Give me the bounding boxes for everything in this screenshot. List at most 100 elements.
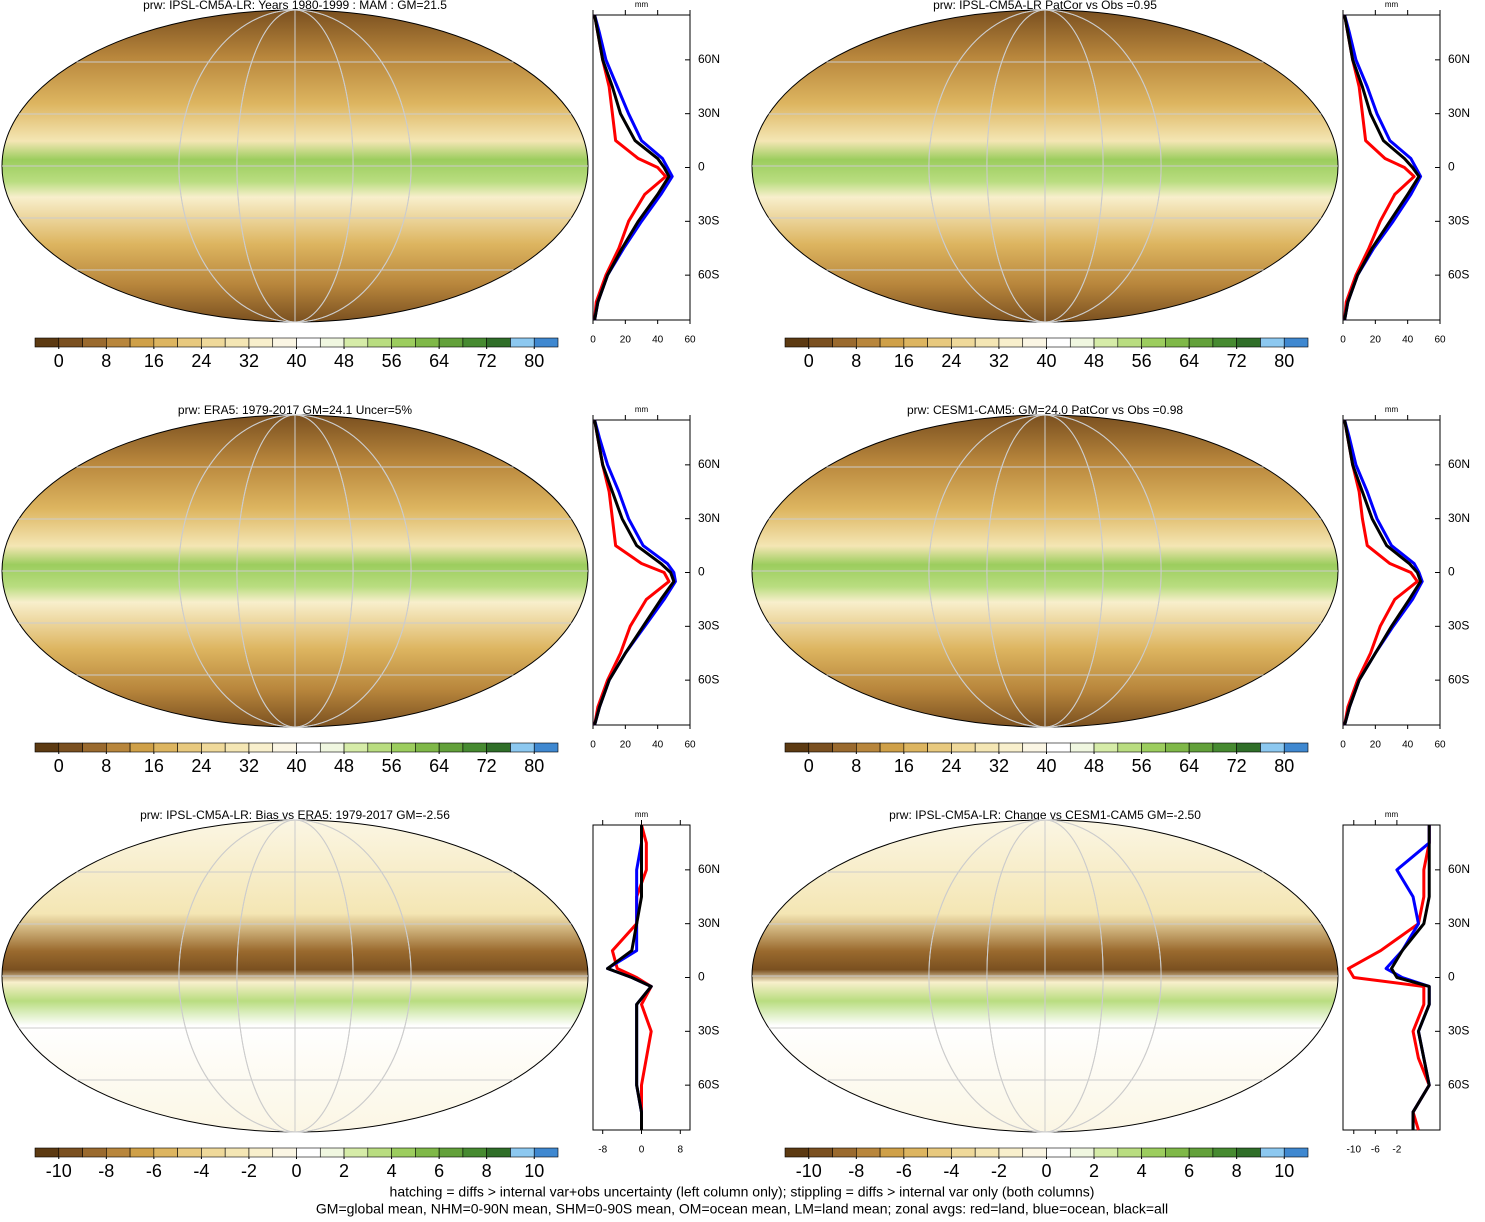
y-tick-label: 60N <box>698 862 720 876</box>
colorbar-label: -10 <box>796 1161 822 1181</box>
x-tick-label: 0 <box>639 1145 645 1156</box>
colorbar-label: 8 <box>101 756 111 776</box>
colorbar-label: 16 <box>894 351 914 371</box>
colorbar-label: -4 <box>943 1161 959 1181</box>
colorbar-box <box>904 743 928 752</box>
x-tick-label: 0 <box>1340 335 1346 346</box>
colorbar-box <box>344 743 368 752</box>
colorbar-box <box>1165 1148 1189 1157</box>
colorbar-label: 32 <box>239 351 259 371</box>
colorbar-box <box>201 338 225 347</box>
colorbar-box <box>785 743 809 752</box>
colorbar-box <box>809 1148 833 1157</box>
zonal-line <box>595 420 669 725</box>
colorbar-box <box>928 338 952 347</box>
colorbar-box <box>856 1148 880 1157</box>
colorbar-label: 0 <box>291 1161 301 1181</box>
colorbar-label: 32 <box>989 756 1009 776</box>
colorbar-box <box>487 1148 511 1157</box>
colorbar-label: -2 <box>241 1161 257 1181</box>
colorbar-label: 56 <box>382 351 402 371</box>
colorbar-box <box>273 1148 297 1157</box>
x-tick-label: 60 <box>1434 335 1446 346</box>
colorbar-box <box>344 338 368 347</box>
colorbar-label: 64 <box>429 351 449 371</box>
colorbar-label: 24 <box>941 351 961 371</box>
colorbar-label: 40 <box>1036 351 1056 371</box>
x-tick-label: 20 <box>620 740 632 751</box>
colorbar-label: 6 <box>1184 1161 1194 1181</box>
colorbar-label: -2 <box>991 1161 1007 1181</box>
colorbar-box <box>951 743 975 752</box>
y-tick-label: 30N <box>1448 916 1470 930</box>
colorbar-box <box>35 1148 59 1157</box>
colorbar-label: 16 <box>894 756 914 776</box>
colorbar-box <box>975 743 999 752</box>
colorbar-box <box>130 743 154 752</box>
colorbar-box <box>1213 743 1237 752</box>
colorbar-label: -4 <box>193 1161 209 1181</box>
colorbar-box <box>951 1148 975 1157</box>
colorbar-label: 72 <box>1227 756 1247 776</box>
colorbar-label: 10 <box>1274 1161 1294 1181</box>
colorbar-label: 64 <box>1179 756 1199 776</box>
colorbar-box <box>1047 1148 1071 1157</box>
colorbar-box <box>344 1148 368 1157</box>
colorbar-label: 40 <box>286 756 306 776</box>
colorbar-label: 72 <box>477 351 497 371</box>
colorbar-box <box>297 338 321 347</box>
colorbar-box <box>833 338 857 347</box>
colorbar-label: 48 <box>1084 351 1104 371</box>
colorbar-box <box>785 338 809 347</box>
colorbar-label: -6 <box>146 1161 162 1181</box>
y-tick-label: 0 <box>1448 565 1455 579</box>
colorbar-box <box>273 338 297 347</box>
colorbar-box <box>1165 743 1189 752</box>
colorbar-box <box>1118 1148 1142 1157</box>
y-tick-label: 60N <box>698 457 720 471</box>
colorbar-box <box>1070 743 1094 752</box>
zonal-axis-label: mm <box>1385 0 1399 9</box>
x-tick-label: 40 <box>652 740 664 751</box>
colorbar-label: 8 <box>482 1161 492 1181</box>
colorbar-box <box>249 338 273 347</box>
colorbar-label: 72 <box>1227 351 1247 371</box>
colorbar-label: 4 <box>1137 1161 1147 1181</box>
x-tick-label: 40 <box>652 335 664 346</box>
x-tick-label: -10 <box>1347 1145 1362 1156</box>
colorbar-label: 16 <box>144 756 164 776</box>
colorbar-label: 16 <box>144 351 164 371</box>
colorbar-box <box>1260 338 1284 347</box>
colorbar-label: 48 <box>334 756 354 776</box>
colorbar-label: 2 <box>1089 1161 1099 1181</box>
colorbar-box <box>1142 338 1166 347</box>
colorbar-label: 4 <box>387 1161 397 1181</box>
y-tick-label: 30N <box>1448 106 1470 120</box>
y-tick-label: 60S <box>1448 672 1469 686</box>
colorbar-box <box>1189 338 1213 347</box>
colorbar-label: 56 <box>1132 351 1152 371</box>
colorbar-box <box>833 1148 857 1157</box>
colorbar-label: 0 <box>54 756 64 776</box>
colorbar-label: 56 <box>382 756 402 776</box>
colorbar-label: 48 <box>334 351 354 371</box>
colorbar-box <box>59 743 83 752</box>
colorbar-box <box>1118 743 1142 752</box>
colorbar-label: 72 <box>477 756 497 776</box>
x-tick-label: -6 <box>1371 1145 1380 1156</box>
y-tick-label: 60S <box>1448 267 1469 281</box>
x-tick-label: 60 <box>684 740 696 751</box>
colorbar-box <box>1070 1148 1094 1157</box>
colorbar-box <box>249 1148 273 1157</box>
colorbar-label: 24 <box>191 351 211 371</box>
colorbar-box <box>534 338 558 347</box>
colorbar-label: 24 <box>191 756 211 776</box>
colorbar-box <box>487 338 511 347</box>
colorbar-box <box>59 1148 83 1157</box>
colorbar-box <box>928 1148 952 1157</box>
colorbar-box <box>35 743 59 752</box>
y-tick-label: 30N <box>1448 511 1470 525</box>
colorbar-box <box>249 743 273 752</box>
y-tick-label: 30N <box>698 106 720 120</box>
